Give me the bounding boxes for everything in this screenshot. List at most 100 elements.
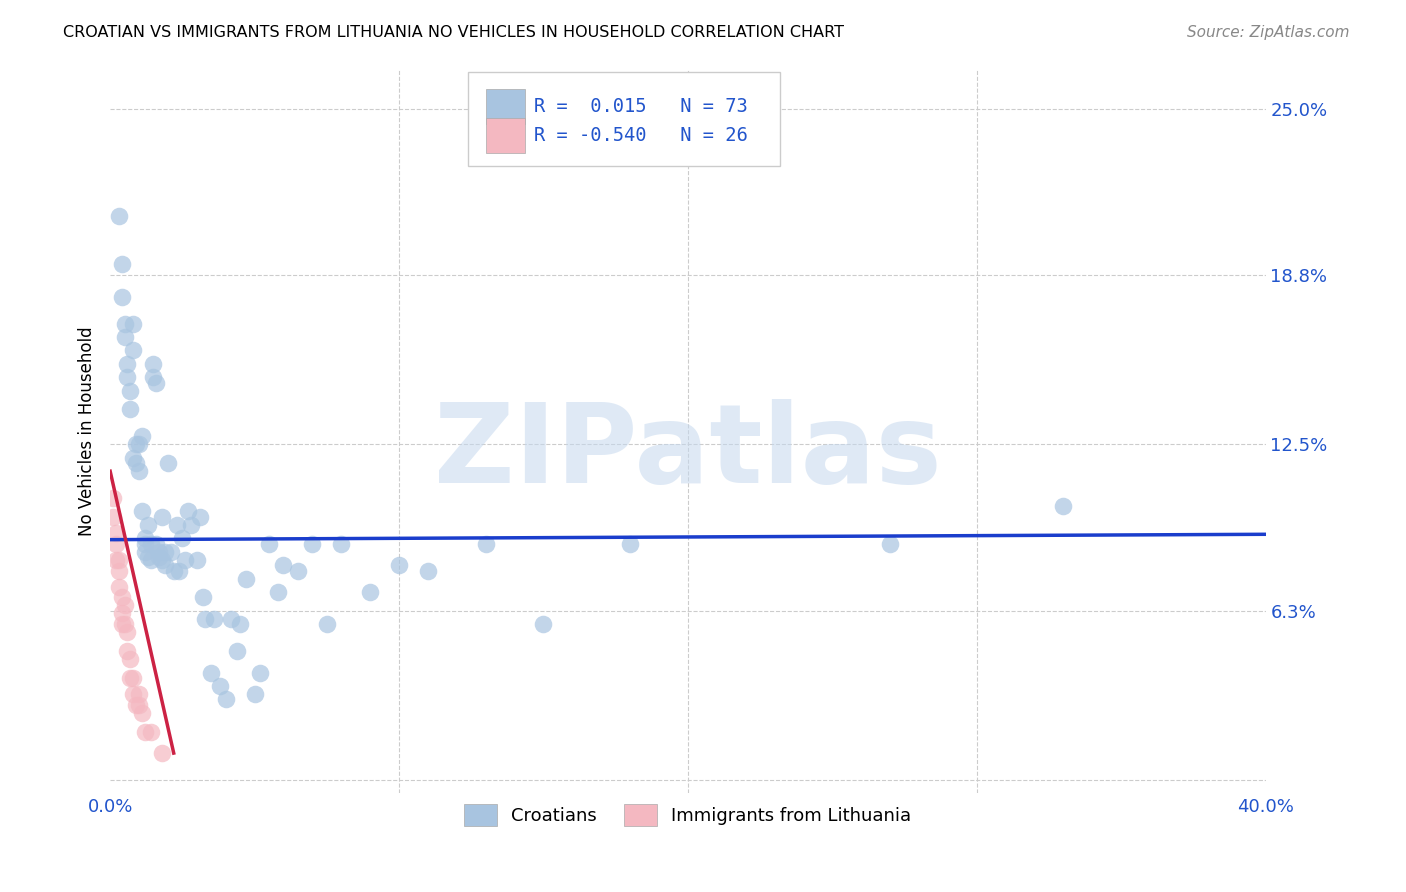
Point xyxy=(101,491,124,505)
Point xyxy=(221,612,243,626)
Point xyxy=(388,558,411,573)
Y-axis label: No Vehicles in Household: No Vehicles in Household xyxy=(79,326,96,536)
Point xyxy=(128,464,150,478)
Point xyxy=(111,290,134,304)
Point xyxy=(243,687,266,701)
Point xyxy=(153,558,176,573)
FancyBboxPatch shape xyxy=(485,89,524,124)
Point xyxy=(150,509,173,524)
Point xyxy=(128,698,150,712)
Point xyxy=(108,580,131,594)
Point xyxy=(229,617,252,632)
Point xyxy=(128,437,150,451)
Text: CROATIAN VS IMMIGRANTS FROM LITHUANIA NO VEHICLES IN HOUSEHOLD CORRELATION CHART: CROATIAN VS IMMIGRANTS FROM LITHUANIA NO… xyxy=(63,25,844,40)
Point xyxy=(114,617,136,632)
Point xyxy=(101,509,124,524)
Point xyxy=(131,504,153,518)
Text: ZIPatlas: ZIPatlas xyxy=(434,400,942,506)
Point xyxy=(202,612,225,626)
Point xyxy=(150,553,173,567)
Point xyxy=(330,537,353,551)
Point xyxy=(416,564,439,578)
Point xyxy=(142,357,165,371)
Point xyxy=(117,357,139,371)
Text: Source: ZipAtlas.com: Source: ZipAtlas.com xyxy=(1187,25,1350,40)
Point xyxy=(122,343,145,358)
Point xyxy=(191,591,214,605)
FancyBboxPatch shape xyxy=(468,72,780,167)
Point xyxy=(122,317,145,331)
Point xyxy=(226,644,249,658)
Point xyxy=(474,537,496,551)
Point xyxy=(166,517,188,532)
Point xyxy=(174,553,197,567)
Point xyxy=(136,550,159,565)
Point xyxy=(215,692,238,706)
Point xyxy=(128,687,150,701)
Point xyxy=(125,456,148,470)
Point xyxy=(1052,499,1074,513)
Point xyxy=(186,553,208,567)
Point xyxy=(139,553,162,567)
Point xyxy=(148,545,170,559)
Point xyxy=(169,564,191,578)
Point xyxy=(114,317,136,331)
Point xyxy=(619,537,641,551)
Point xyxy=(134,537,156,551)
Point xyxy=(131,706,153,720)
Point xyxy=(104,537,127,551)
Point xyxy=(125,698,148,712)
Point xyxy=(249,665,271,680)
Legend: Croatians, Immigrants from Lithuania: Croatians, Immigrants from Lithuania xyxy=(456,795,921,835)
Point xyxy=(136,517,159,532)
Point xyxy=(134,545,156,559)
Point xyxy=(180,517,202,532)
Point xyxy=(200,665,222,680)
Point xyxy=(533,617,555,632)
FancyBboxPatch shape xyxy=(485,118,524,153)
Point xyxy=(208,679,231,693)
Point xyxy=(235,572,257,586)
Point xyxy=(114,330,136,344)
Point xyxy=(122,450,145,465)
Point xyxy=(120,384,142,398)
Point xyxy=(117,625,139,640)
Point xyxy=(273,558,295,573)
Point xyxy=(114,599,136,613)
Point xyxy=(120,402,142,417)
Point xyxy=(122,671,145,685)
Point xyxy=(156,456,179,470)
Point xyxy=(139,724,162,739)
Point xyxy=(108,209,131,223)
Point xyxy=(134,531,156,545)
Point xyxy=(153,545,176,559)
Point xyxy=(172,531,194,545)
Point xyxy=(104,525,127,540)
Point xyxy=(104,553,127,567)
Point xyxy=(117,370,139,384)
Point xyxy=(111,258,134,272)
Point xyxy=(879,537,901,551)
Point xyxy=(111,591,134,605)
Point xyxy=(163,564,186,578)
Point xyxy=(122,687,145,701)
Point xyxy=(108,553,131,567)
Point xyxy=(315,617,337,632)
Point xyxy=(134,724,156,739)
Point xyxy=(145,537,167,551)
Point xyxy=(139,537,162,551)
Point xyxy=(257,537,280,551)
Point xyxy=(125,437,148,451)
Point xyxy=(188,509,211,524)
Point xyxy=(131,429,153,443)
Point xyxy=(150,746,173,760)
Point xyxy=(120,671,142,685)
Point xyxy=(359,585,381,599)
Point xyxy=(301,537,323,551)
Point xyxy=(120,652,142,666)
Point xyxy=(177,504,200,518)
Point xyxy=(145,376,167,390)
Point xyxy=(287,564,309,578)
Point xyxy=(148,550,170,565)
Point xyxy=(111,617,134,632)
